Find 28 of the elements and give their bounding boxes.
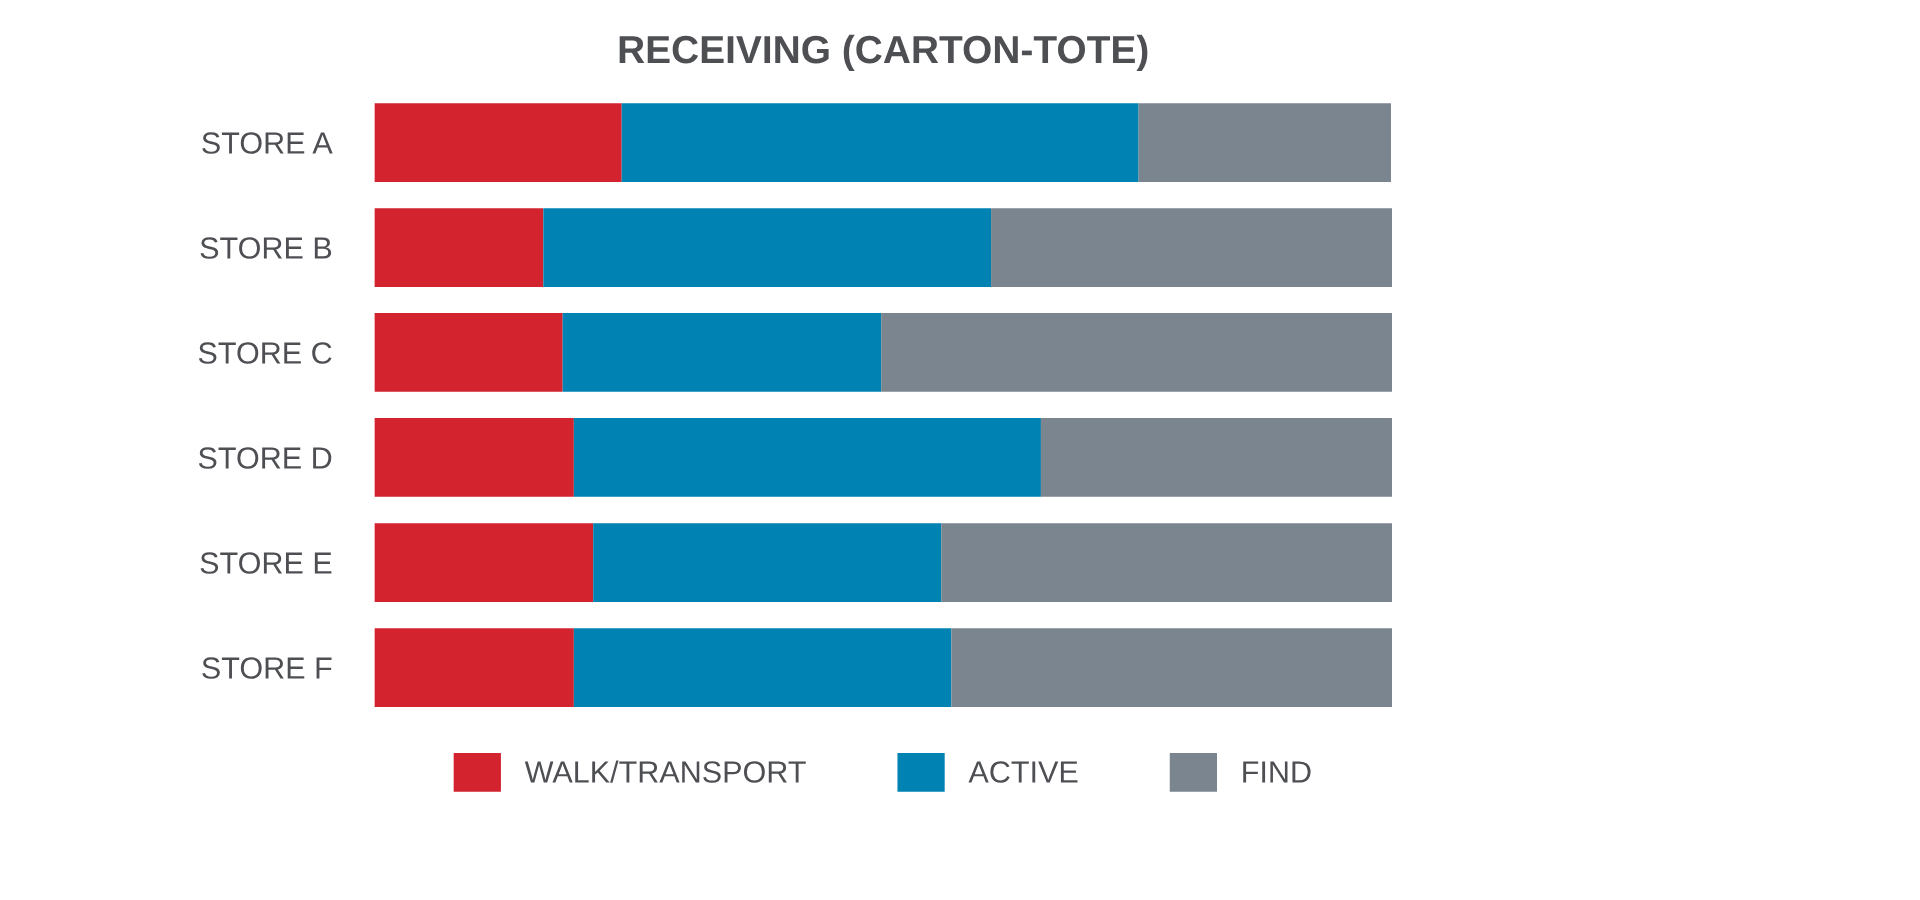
y-tick-label: STORE B: [200, 237, 332, 259]
legend-label: WALK/TRANSPORT: [524, 760, 806, 783]
legend-label: FIND: [1243, 761, 1311, 783]
y-tick-label: STORE F: [202, 657, 332, 679]
bar: [543, 208, 992, 287]
y-tick-label: STORE E: [200, 552, 332, 574]
bar: [941, 523, 1392, 602]
chart-title: RECEIVING (CARTON-TOTE): [619, 34, 1148, 72]
bar: [1040, 418, 1392, 497]
bar: [374, 523, 594, 602]
bar: [881, 313, 1392, 392]
bar: [374, 103, 622, 182]
bar: [593, 523, 942, 602]
bar: [573, 628, 952, 707]
bar: [573, 418, 1041, 497]
y-tick-label: STORE C: [198, 342, 332, 364]
bar: [374, 208, 544, 287]
bar: [374, 628, 574, 707]
bar: [951, 628, 1392, 707]
bar: [621, 103, 1139, 182]
bar: [1138, 103, 1391, 182]
y-tick-label: STORE A: [202, 132, 333, 154]
bar: [562, 313, 882, 392]
legend-label: ACTIVE: [968, 761, 1078, 783]
bar: [991, 208, 1392, 287]
bar: [374, 418, 574, 497]
bar: [374, 313, 563, 392]
y-tick-label: STORE D: [198, 447, 332, 469]
